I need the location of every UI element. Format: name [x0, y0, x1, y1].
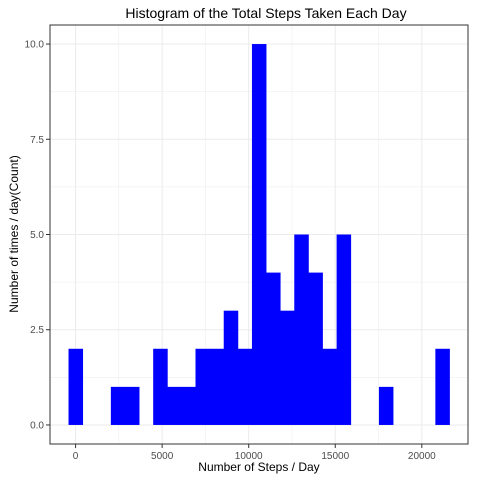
axis-ticks: 0 5000 10000 15000 20000 0.0 2.5 5.0 7.5 10.0: [25, 40, 437, 462]
histogram-bar: [153, 348, 168, 425]
histogram-bars: [68, 44, 450, 425]
x-tick-label: 0: [73, 451, 79, 462]
x-tick-label: 5000: [151, 451, 174, 462]
histogram-bar: [294, 234, 309, 425]
histogram-bar: [266, 272, 281, 425]
histogram-bar: [280, 310, 295, 425]
histogram-bar: [322, 348, 337, 425]
x-tick-label: 15000: [321, 451, 349, 462]
histogram-bar: [435, 348, 450, 425]
histogram-bar: [251, 44, 267, 425]
histogram-bar: [378, 386, 394, 425]
histogram-bar: [195, 348, 211, 425]
y-tick-label: 5.0: [30, 230, 44, 241]
histogram-bar: [237, 348, 253, 425]
x-axis-title: Number of Steps / Day: [198, 460, 319, 474]
histogram-bar: [181, 386, 196, 425]
histogram-bar: [68, 348, 84, 425]
chart-title: Histogram of the Total Steps Taken Each …: [125, 5, 406, 21]
histogram-bar: [336, 234, 352, 425]
y-tick-label: 7.5: [30, 135, 44, 146]
y-axis-title: Number of times / day(Count): [7, 155, 21, 312]
x-tick-label: 10000: [235, 451, 263, 462]
y-tick-label: 10.0: [25, 40, 45, 51]
x-tick-label: 20000: [408, 451, 436, 462]
histogram-bar: [110, 386, 126, 425]
y-tick-label: 2.5: [30, 325, 44, 336]
histogram-bar: [167, 386, 182, 425]
histogram-bar: [124, 386, 140, 425]
y-tick-label: 0.0: [30, 420, 44, 431]
histogram-bar: [223, 310, 239, 425]
histogram-bar: [308, 272, 323, 425]
histogram-bar: [209, 348, 225, 425]
